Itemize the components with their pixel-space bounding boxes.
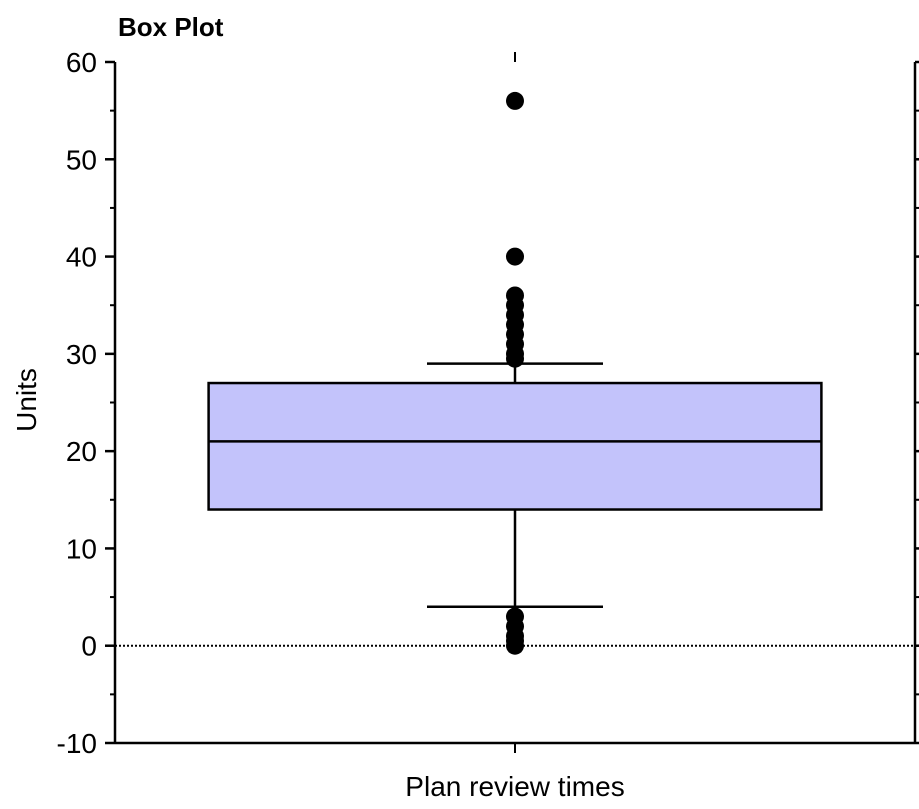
- y-tick-label: -10: [57, 728, 97, 759]
- outlier: [506, 91, 524, 110]
- outlier: [506, 349, 524, 368]
- y-axis-label: Units: [11, 368, 42, 432]
- outlier: [506, 247, 524, 266]
- y-tick-label: 50: [66, 144, 97, 175]
- box: [207, 381, 823, 511]
- y-tick-label: 60: [66, 47, 97, 78]
- y-tick-label: 0: [81, 631, 97, 662]
- chart-title: Box Plot: [118, 12, 224, 42]
- x-tick-label: Plan review times: [405, 771, 624, 802]
- outlier: [506, 636, 524, 655]
- y-tick-label: 10: [66, 533, 97, 564]
- y-tick-label: 40: [66, 242, 97, 273]
- y-tick-label: 20: [66, 436, 97, 467]
- y-tick-label: 30: [66, 339, 97, 370]
